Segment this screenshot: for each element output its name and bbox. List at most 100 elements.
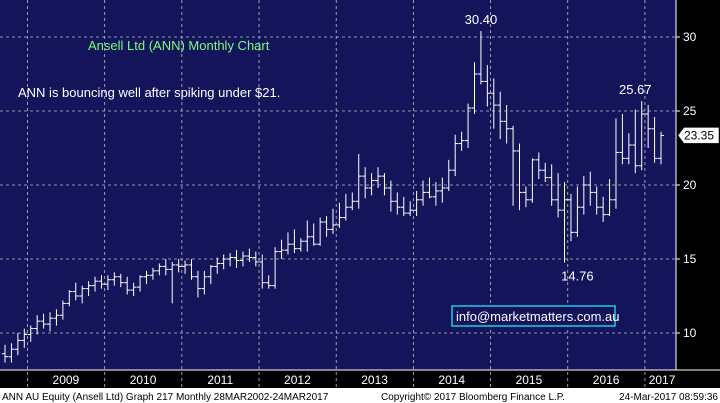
ohlc-bar <box>2 344 8 363</box>
chart-title: Ansell Ltd (ANN) Monthly Chart <box>88 38 270 53</box>
ohlc-bar <box>407 201 414 217</box>
low-price-label: 14.76 <box>561 269 594 284</box>
ohlc-bar <box>214 257 221 274</box>
ohlc-bar <box>561 182 568 263</box>
ohlc-bar <box>21 328 28 348</box>
ohlc-bar <box>201 270 208 295</box>
ohlc-bar <box>587 171 594 206</box>
ohlc-bar <box>471 62 478 114</box>
ohlc-bar <box>497 91 504 140</box>
ohlc-bar <box>362 167 369 199</box>
ohlc-bar <box>593 186 600 215</box>
ohlc-bar <box>66 290 73 307</box>
ohlc-bar <box>387 180 394 212</box>
ohlc-bar <box>162 259 169 276</box>
ohlc-bar <box>503 105 510 144</box>
ohlc-bar <box>368 173 375 196</box>
ohlc-bar <box>465 103 472 148</box>
footer-left: ANN AU Equity (Ansell Ltd) Graph 217 Mon… <box>2 392 329 403</box>
ohlc-bar <box>8 343 15 363</box>
ohlc-bar <box>535 152 542 180</box>
ohlc-bar <box>291 229 298 254</box>
ohlc-bar <box>117 273 124 288</box>
chart-annotation: ANN is bouncing well after spiking under… <box>18 85 280 100</box>
ohlc-bar <box>188 259 195 280</box>
last-price-label: 23.35 <box>684 128 714 142</box>
ohlc-bar <box>111 272 118 286</box>
ohlc-bar <box>310 223 317 246</box>
ohlc-bar <box>34 315 41 335</box>
ohlc-bar <box>510 125 517 206</box>
ohlc-bar <box>265 275 272 289</box>
footer-bar <box>0 388 720 403</box>
last-price-tag <box>677 127 720 144</box>
website-box <box>451 305 616 327</box>
ohlc-bar <box>394 192 401 215</box>
ohlc-bar <box>342 193 349 221</box>
ohlc-bar <box>220 254 227 270</box>
ohlc-bar <box>542 162 549 183</box>
ohlc-bar <box>297 238 304 252</box>
x-tick-label: 2013 <box>361 373 388 387</box>
ohlc-bar <box>98 275 105 289</box>
ohlc-bar <box>439 177 446 203</box>
ohlc-bar <box>323 216 330 237</box>
ohlc-bar <box>548 164 555 206</box>
x-tick-label: 2010 <box>130 373 157 387</box>
ohlc-bar <box>259 254 266 289</box>
ohlc-bar <box>304 220 311 252</box>
axis-background <box>676 0 720 370</box>
gridlines <box>0 0 676 387</box>
ohlc-bar <box>458 131 465 151</box>
ohlc-bar <box>252 251 259 267</box>
ohlc-bar <box>137 275 144 292</box>
ohlc-bar <box>574 186 581 237</box>
ohlc-bar <box>246 248 253 262</box>
ohlc-bar <box>645 105 652 148</box>
footer-right: 24-Mar-2017 08:59:36 <box>619 392 718 403</box>
ohlc-bar <box>452 134 459 177</box>
ohlc-bar <box>92 276 99 292</box>
y-tick-label: 30 <box>683 30 697 44</box>
ohlc-bar <box>632 109 639 174</box>
ohlc-bar <box>432 182 439 206</box>
high-price-label: 30.40 <box>465 12 498 27</box>
ohlc-bar <box>182 260 189 274</box>
ohlc-bar <box>555 173 562 218</box>
ohlc-bar <box>484 65 491 107</box>
x-tick-label: 2009 <box>53 373 80 387</box>
y-tick-label: 15 <box>683 252 697 266</box>
ohlc-bar <box>619 113 626 165</box>
ohlc-bar <box>40 313 47 329</box>
ohlc-bar <box>420 180 427 206</box>
ohlc-bar <box>336 202 343 228</box>
ohlc-bar <box>233 250 240 268</box>
ohlc-bar <box>400 196 407 217</box>
ohlc-bar <box>317 217 324 246</box>
ohlc-bar <box>355 153 362 209</box>
y-tick-label: 10 <box>683 326 697 340</box>
ohlc-bar <box>272 247 279 289</box>
ohlc-bar <box>651 116 658 163</box>
ohlc-bar <box>278 239 285 259</box>
ohlc-bar <box>85 281 92 296</box>
ohlc-bar <box>104 275 111 291</box>
y-tick-label: 25 <box>683 104 697 118</box>
x-tick-label: 2014 <box>438 373 465 387</box>
ohlc-bar <box>606 179 613 217</box>
ohlc-bar <box>522 186 529 208</box>
ohlc-bar <box>72 282 79 301</box>
ohlc-bar <box>330 208 336 234</box>
x-axis: 2009 2010 2011 2012 2013 2014 2015 2016 2017 <box>0 369 720 387</box>
ohlc-bar <box>175 259 182 273</box>
ohlc-bar <box>79 285 86 304</box>
ohlc-bar <box>194 270 201 298</box>
ohlc-bar <box>375 167 382 188</box>
ohlc-bar <box>130 282 137 296</box>
y-tick-label: 20 <box>683 178 697 192</box>
ohlc-bar <box>349 192 356 211</box>
ohlc-bar <box>638 101 645 171</box>
website-text[interactable]: info@marketmatters.com.au <box>456 309 619 324</box>
